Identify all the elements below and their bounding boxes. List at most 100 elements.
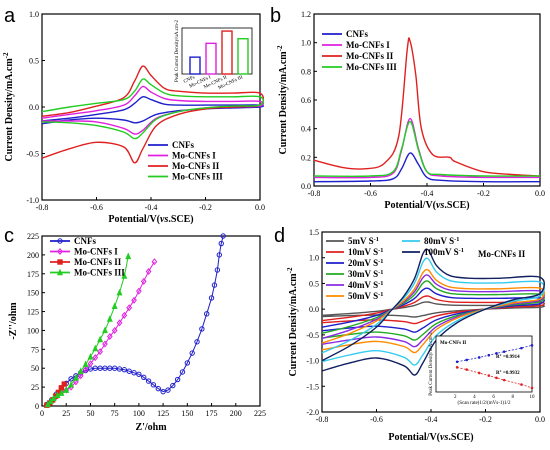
panel-d-inset-cathodic-point: [477, 371, 481, 375]
panel-d-inset-anodic-r2-value: =0.9914: [503, 355, 520, 360]
panel-d-inset-anodic-point: [477, 356, 481, 359]
panel-c-series-cnfs-point: [218, 240, 224, 247]
panel-c-series-mo-cnfs-i-point: [121, 311, 128, 319]
panel-a-xtick-label: -0.6: [90, 203, 103, 212]
panel-d-inset-anodic-point: [502, 350, 506, 353]
panel-c-xtick-label: 150: [181, 409, 193, 418]
panel-d-legend-label: 5mV S-1: [348, 236, 379, 247]
panel-c-series-mo-cnfs-i-point: [140, 277, 147, 285]
panel-c-series-mo-cnfs-i-point: [151, 258, 158, 266]
panel-c-series-mo-cnfs-ii-point: [61, 381, 67, 387]
panel-d-series-80mv-s-1: [321, 257, 545, 366]
panel-a-inset-ylabel: Peak Current Density/uA.cm-2: [175, 19, 180, 82]
panel-d-inset-cathodic-point: [455, 366, 459, 369]
panel-c-series-cnfs-point: [160, 388, 166, 395]
panel-c-series-cnfs-point: [126, 368, 132, 374]
panel-c-xtick-label: 225: [254, 409, 266, 418]
panel-c-series-cnfs-point: [184, 360, 191, 366]
panel-d-inset-cathodic-point: [520, 383, 523, 386]
panel-b-ytick-label: 0.0: [301, 182, 311, 191]
panel-d-x-axis-label: Potential/V(vs.SCE): [388, 432, 473, 443]
panel-c-legend-label: CNFs: [74, 236, 96, 246]
panel-a-ytick-label: 1.0: [29, 10, 39, 19]
panel-d-letter: d: [274, 225, 285, 247]
panel-b-legend-label: Mo-CNFs III: [346, 62, 397, 72]
panel-a-series-mo-cnfs-iii: [41, 78, 265, 140]
panel-c-series-mo-cnfs-iii: [47, 256, 129, 405]
panel-d-ytick-label: 1.5: [309, 228, 319, 237]
panel-b-letter: b: [270, 5, 281, 27]
panel-c-series-mo-cnfs-iii-point: [106, 315, 113, 322]
panel-a-ytick-label: 0.5: [29, 57, 39, 66]
panel-c-series-cnfs-point: [179, 369, 186, 375]
panel-c-series-cnfs-point: [204, 311, 210, 317]
panel-c-series-mo-cnfs-i-point: [126, 304, 133, 312]
panel-c-series-mo-cnfs-iii-point: [102, 326, 108, 334]
panel-c-series-cnfs-point: [216, 252, 223, 258]
panel-d-ytick-label: -0.5: [306, 331, 319, 340]
panel-b-ytick-label: 0.2: [301, 153, 311, 162]
panel-a-x-axis-label: Potential/V(vs.SCE): [108, 214, 193, 225]
panel-a-letter: a: [4, 5, 16, 27]
panel-c-series-cnfs-point: [208, 295, 215, 301]
panel-d-inset-xtick: 10: [530, 395, 536, 400]
panel-c-series-mo-cnfs-i-point: [82, 366, 89, 374]
panel-c-series-mo-cnfs-iii-point: [92, 344, 99, 352]
panel-d-legend-label: 30mV S-1: [348, 269, 383, 280]
panel-c-series-mo-cnfs-i-point: [106, 332, 113, 340]
panel-c-series-mo-cnfs-iii-point: [54, 391, 61, 399]
panel-c-series-mo-cnfs-iii-point: [87, 352, 94, 360]
panel-c-series-cnfs-point: [194, 339, 200, 345]
panel-b-xtick-label: -0.8: [308, 189, 321, 198]
panel-c-xtick-label: 200: [230, 409, 242, 418]
panel-a-inset-bar: [221, 30, 233, 75]
y-axis-label: Current Density/mA.cm-2: [276, 45, 289, 154]
panel-d-xtick-label: -0.2: [479, 415, 492, 424]
panel-c-series-mo-cnfs-iii-point: [77, 367, 84, 374]
panel-c-series-mo-cnfs-iii-point: [97, 335, 104, 343]
panel-b-ytick-label: 0.8: [301, 67, 311, 76]
panel-b-x-axis-label: Potential/V(vs.SCE): [384, 200, 469, 211]
panel-c-ytick-label: 50: [31, 364, 39, 373]
panel-c-xtick-label: 100: [133, 409, 145, 418]
panel-c-series-mo-cnfs-i-point: [111, 326, 118, 334]
panel-d-ytick-label: 1.0: [309, 254, 319, 263]
panel-c-series-mo-cnfs-iii-point: [58, 389, 65, 396]
panel-c-series-cnfs-point: [214, 267, 221, 273]
panel-c-series-mo-cnfs-i-point: [136, 287, 142, 295]
panel-b-ytick-label: 0.6: [301, 96, 311, 105]
panel-c-xtick-label: 0: [40, 409, 44, 418]
panel-c-frame: [41, 235, 261, 407]
panel-c-ytick-label: 100: [27, 326, 39, 335]
panel-c-ytick-label: 125: [27, 308, 39, 317]
panel-d-xtick-label: -0.8: [316, 415, 329, 424]
panel-d-inset-cathodic-point: [465, 368, 469, 371]
panel-c-series-mo-cnfs-i-point: [87, 360, 94, 368]
panel-a-legend-label: Mo-CNFs II: [172, 161, 220, 171]
panel-d-inset-anodic-point: [487, 353, 491, 357]
panel-c-xtick-label: 50: [86, 409, 94, 418]
panel-c-series-mo-cnfs-iii-point: [47, 397, 54, 405]
panel-d-inset-anodic-point: [520, 346, 523, 350]
panel-a-legend-label: Mo-CNFs I: [172, 151, 216, 161]
panel-d-ytick-label: 0.5: [309, 279, 319, 288]
panel-d-inset-title: Mo-CNFs II: [440, 341, 466, 346]
panel-d-series-40mv-s-1: [321, 274, 545, 348]
panel-c-series-cnfs-point: [150, 382, 157, 388]
panel-b-ytick-label: 1.2: [301, 10, 311, 19]
panel-d-legend-label: 10mV S-1: [348, 247, 383, 258]
panel-a: -0.8 -0.6 -0.4 -0.2 0.0 -1.0 -0.5 0.0 0.5 1.0 CNFs…: [2, 5, 265, 225]
y-axis-label: Current Density/mA.cm-2: [2, 52, 15, 161]
panel-d-ytick-label: 0.0: [309, 305, 319, 314]
panel-c-series-mo-cnfs-iii-point: [72, 374, 79, 381]
panel-d-xtick-label: -0.4: [425, 415, 438, 424]
panel-b-xtick-label: 0.0: [535, 189, 545, 198]
panel-d: -0.8 -0.6 -0.4 -0.2 0.0 -2.0 -1.5 -1.0 -0.5 0.0 0.…: [274, 225, 545, 443]
panel-d-xtick-label: 0.0: [535, 415, 545, 424]
panel-d-inset-xtick: 2: [454, 395, 457, 400]
panel-b: -0.8 -0.6 -0.4 -0.2 0.0 0.0 0.2 0.4 0.6 0.8 1.0 1.2…: [270, 5, 545, 211]
panel-d-ytick-label: -1.5: [306, 382, 319, 391]
panel-d-series-100mv-s-1: [321, 248, 545, 376]
panel-c-series-cnfs-point: [121, 367, 128, 373]
